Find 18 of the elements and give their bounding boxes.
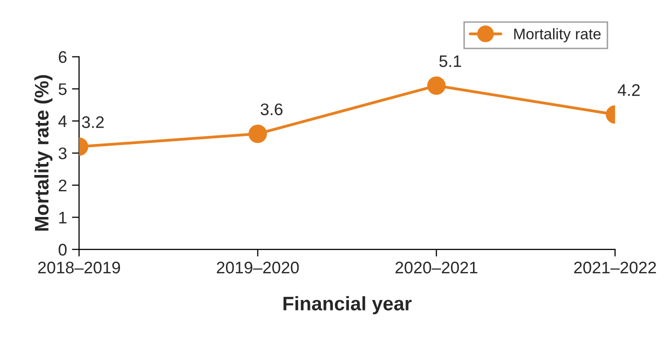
legend-label: Mortality rate (514, 28, 601, 42)
x-tick-label: 2020–2021 (396, 262, 478, 274)
x-tick-label: 2018–2019 (38, 262, 120, 274)
y-tick-label: 6 (58, 51, 67, 63)
data-label: 3.2 (82, 116, 104, 128)
x-tick-label: 2019–2020 (216, 262, 299, 274)
y-tick-label: 2 (58, 180, 66, 192)
x-tick-label: 2021–2022 (574, 262, 656, 274)
data-label: 5.1 (439, 55, 462, 68)
y-tick-label: 5 (58, 83, 67, 96)
y-tick-label: 0 (58, 244, 67, 256)
data-label: 3.6 (260, 103, 282, 116)
y-tick-label: 1 (59, 212, 66, 224)
y-tick-label: 4 (58, 116, 67, 128)
y-axis-title: Mortality rate (%) (34, 75, 52, 231)
data-label: 4.2 (618, 84, 640, 96)
y-tick-label: 3 (58, 147, 67, 160)
x-axis-title: Financial year (284, 296, 412, 314)
